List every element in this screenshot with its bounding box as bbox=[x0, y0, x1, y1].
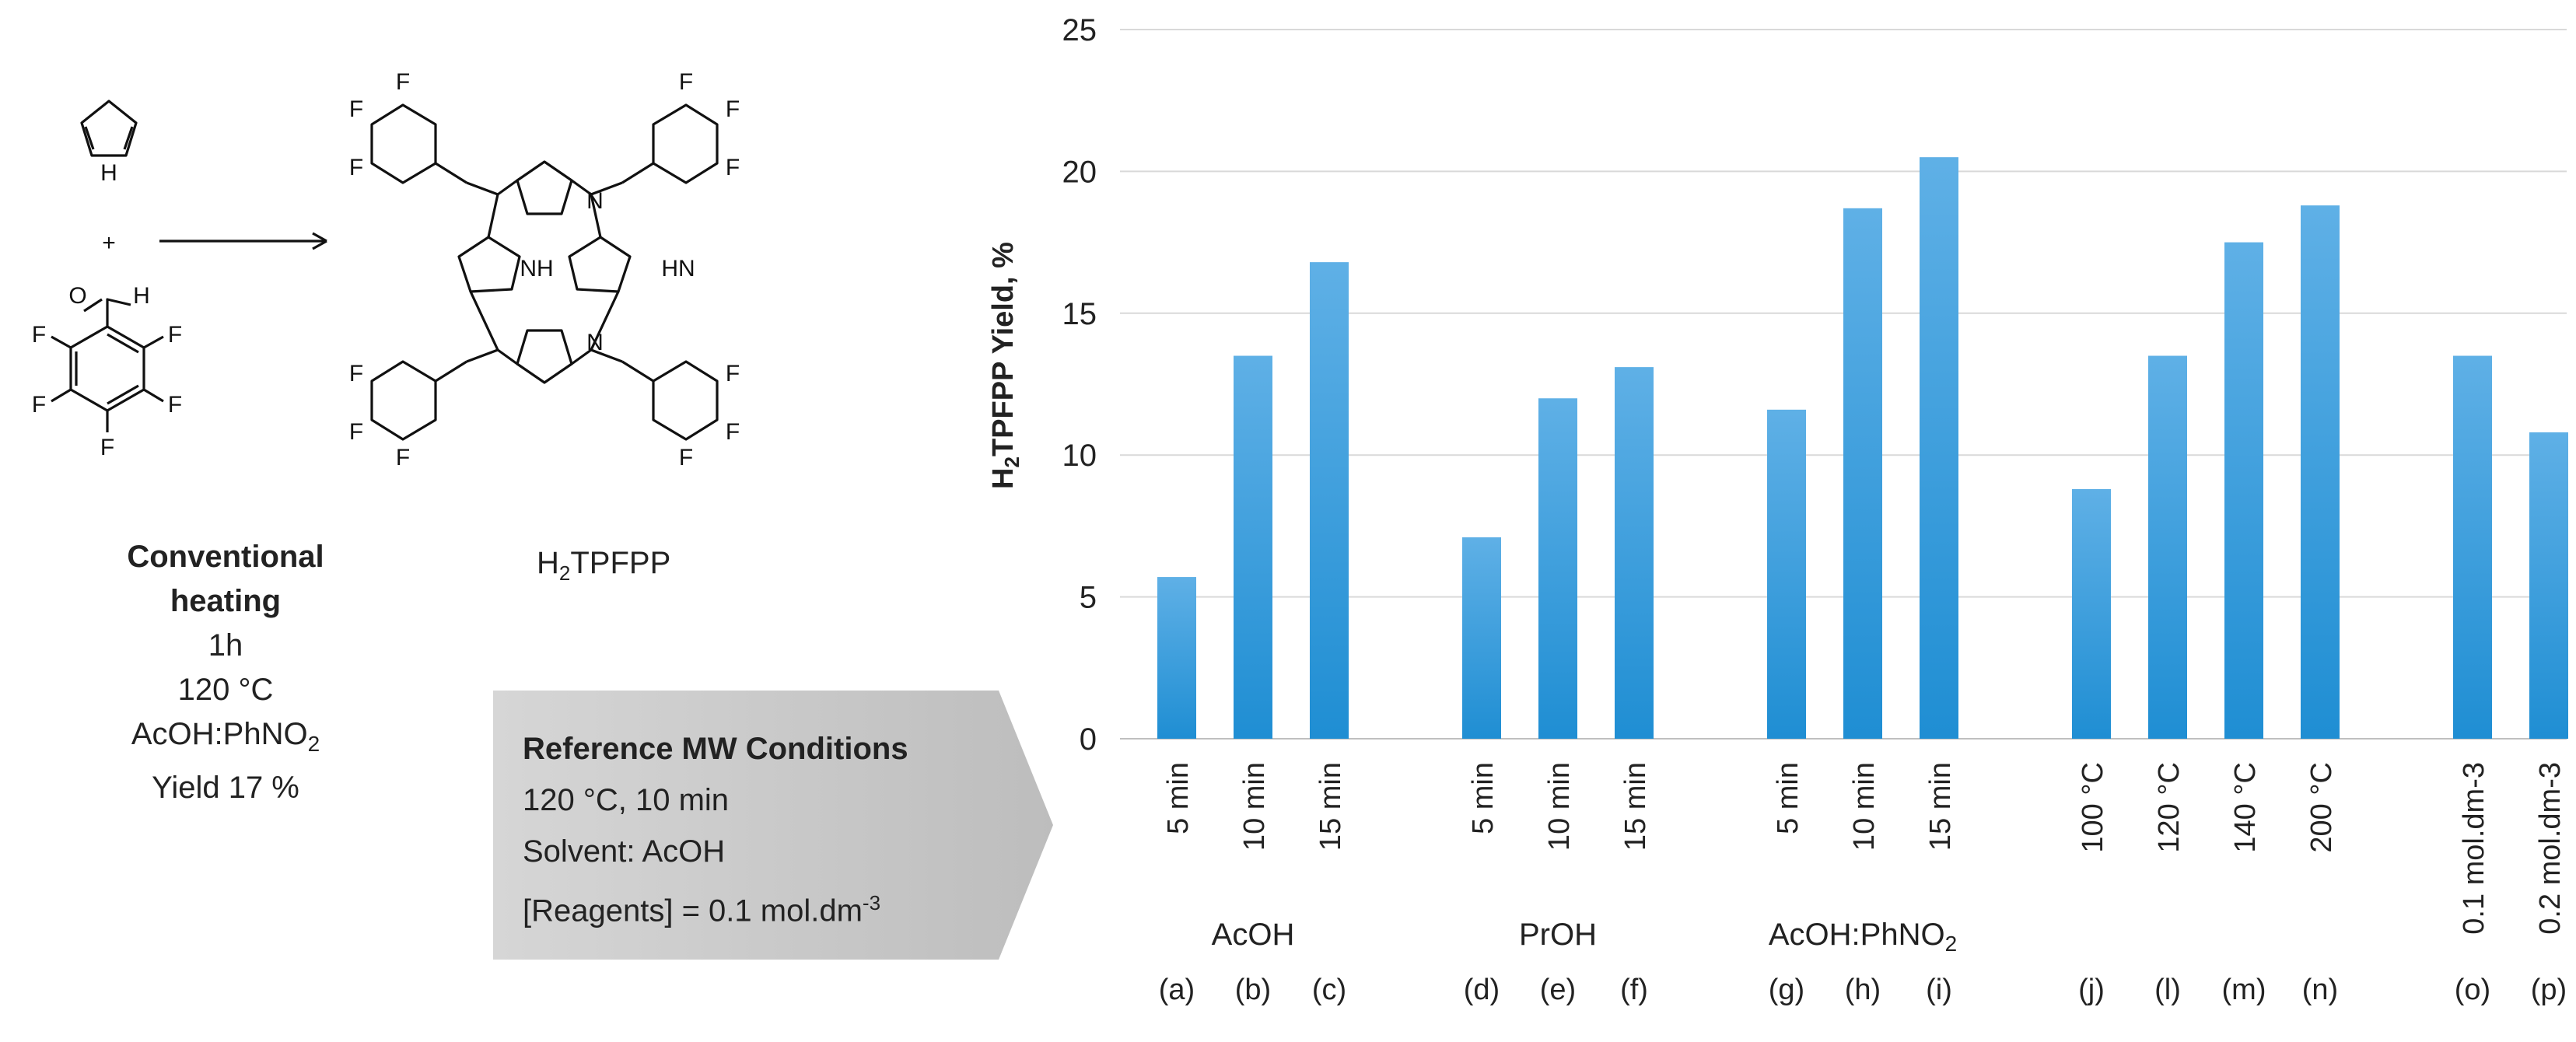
x-tick-label: 100 °C bbox=[2077, 762, 2109, 853]
fluorine-label: F bbox=[349, 96, 363, 122]
fluorine-label: F bbox=[168, 322, 182, 348]
porphyrin-n-label: N bbox=[586, 188, 604, 214]
bar bbox=[1157, 577, 1196, 739]
bar bbox=[1920, 157, 1958, 739]
x-tick-label: 15 min bbox=[1924, 762, 1957, 851]
bar-letter-label: (o) bbox=[2455, 974, 2490, 1006]
reference-concentration: [Reagents] = 0.1 mol.dm-3 bbox=[523, 891, 881, 928]
fluorine-label: F bbox=[726, 419, 740, 445]
fluorine-label: F bbox=[349, 419, 363, 445]
bar-letter-label: (j) bbox=[2078, 974, 2105, 1006]
pyrrole-nh-label: H bbox=[100, 160, 117, 186]
x-tick-label: 200 °C bbox=[2305, 762, 2338, 853]
bar-letter-label: (a) bbox=[1159, 974, 1195, 1006]
bar-letter-label: (m) bbox=[2222, 974, 2266, 1006]
bar-letter-label: (l) bbox=[2154, 974, 2181, 1006]
reference-conditions-box: Reference MW Conditions 120 °C, 10 min S… bbox=[493, 691, 1053, 960]
conventional-title-line1: Conventional bbox=[127, 540, 324, 574]
x-tick-label: 10 min bbox=[1848, 762, 1881, 851]
bar bbox=[1538, 398, 1577, 739]
y-tick-label: 0 bbox=[1080, 722, 1097, 757]
reference-title: Reference MW Conditions bbox=[523, 732, 908, 766]
porphyrin-structure bbox=[370, 103, 719, 441]
bar bbox=[1843, 208, 1882, 740]
x-tick-label: 0.2 mol.dm-3 bbox=[2534, 762, 2567, 935]
bar bbox=[2148, 355, 2187, 739]
group-label: PrOH bbox=[1519, 918, 1597, 952]
x-tick-label: 10 min bbox=[1543, 762, 1576, 851]
fluorine-label: F bbox=[396, 69, 410, 95]
pentafluorobenzaldehyde-structure bbox=[51, 298, 164, 432]
porphyrin-nh-label: NH bbox=[520, 256, 553, 281]
y-tick-label: 25 bbox=[1062, 13, 1097, 47]
y-axis-label: H2TPFPP Yield, % bbox=[987, 242, 1024, 489]
bar bbox=[2224, 242, 2263, 740]
bar-letter-label: (i) bbox=[1926, 974, 1952, 1006]
aldehyde-o-label: O bbox=[68, 283, 86, 309]
group-label: AcOH bbox=[1212, 918, 1295, 952]
x-tick-label: 140 °C bbox=[2229, 762, 2262, 853]
bar-letter-label: (n) bbox=[2302, 974, 2338, 1006]
bar bbox=[1767, 409, 1806, 739]
x-tick-label: 120 °C bbox=[2153, 762, 2186, 853]
fluorine-label: F bbox=[100, 435, 114, 460]
bar-letter-label: (f) bbox=[1620, 974, 1648, 1006]
conventional-yield: Yield 17 % bbox=[152, 771, 299, 805]
bar-letter-label: (d) bbox=[1464, 974, 1500, 1006]
yield-bar-chart: 0 5 10 15 20 25 5 min (a) 10 min (b) 15 min (c) 5 mi… bbox=[987, 13, 2568, 1006]
group-label: AcOH:PhNO2 bbox=[1769, 918, 1957, 956]
fluorine-label: F bbox=[349, 155, 363, 180]
fluorine-label: F bbox=[726, 155, 740, 180]
bar bbox=[1234, 355, 1272, 739]
x-tick-label: 15 min bbox=[1314, 762, 1347, 851]
fluorine-label: F bbox=[349, 361, 363, 386]
bar-letter-label: (e) bbox=[1540, 974, 1576, 1006]
reference-arrow-shape bbox=[493, 691, 1053, 960]
x-tick-label: 5 min bbox=[1772, 762, 1804, 834]
conventional-time: 1h bbox=[208, 628, 243, 663]
reference-solvent: Solvent: AcOH bbox=[523, 834, 726, 869]
x-tick-label: 5 min bbox=[1467, 762, 1500, 834]
x-tick-label: 5 min bbox=[1162, 762, 1195, 834]
bar bbox=[2072, 488, 2111, 739]
bar-letter-label: (b) bbox=[1235, 974, 1271, 1006]
fluorine-label: F bbox=[32, 392, 46, 418]
reaction-scheme: H + O H F F F F F N N NH HN F F F F F F … bbox=[32, 69, 740, 470]
conventional-solvent: AcOH:PhNO2 bbox=[131, 717, 320, 756]
pyrrole-structure bbox=[80, 100, 138, 157]
bar-letter-label: (g) bbox=[1769, 974, 1804, 1006]
porphyrin-hn-label: HN bbox=[661, 256, 695, 281]
bar bbox=[1615, 367, 1654, 739]
product-label: H2TPFPP bbox=[537, 546, 671, 585]
conventional-title-line2: heating bbox=[170, 584, 282, 618]
y-tick-label: 5 bbox=[1080, 581, 1097, 615]
reference-temp-time: 120 °C, 10 min bbox=[523, 783, 730, 817]
fluorine-label: F bbox=[168, 392, 182, 418]
bar bbox=[2453, 355, 2492, 739]
y-tick-label: 20 bbox=[1062, 155, 1097, 189]
bar bbox=[2529, 432, 2568, 739]
bar bbox=[1462, 537, 1501, 739]
bar bbox=[2301, 205, 2340, 739]
conventional-conditions: Conventional heating 1h 120 °C AcOH:PhNO… bbox=[117, 535, 334, 810]
bar-letter-label: (c) bbox=[1312, 974, 1346, 1006]
y-tick-label: 10 bbox=[1062, 439, 1097, 473]
porphyrin-n-label: N bbox=[586, 330, 604, 355]
fluorine-label: F bbox=[726, 96, 740, 122]
aldehyde-h-label: H bbox=[133, 283, 150, 309]
x-tick-label: 10 min bbox=[1238, 762, 1271, 851]
conventional-temperature: 120 °C bbox=[177, 673, 274, 707]
plus-sign: + bbox=[102, 230, 116, 256]
x-tick-label: 15 min bbox=[1619, 762, 1652, 851]
fluorine-label: F bbox=[679, 445, 693, 470]
fluorine-label: F bbox=[396, 445, 410, 470]
bar bbox=[1310, 262, 1349, 739]
fluorine-label: F bbox=[726, 361, 740, 386]
y-tick-label: 15 bbox=[1062, 297, 1097, 331]
bar-letter-label: (h) bbox=[1845, 974, 1881, 1006]
x-tick-label: 0.1 mol.dm-3 bbox=[2458, 762, 2490, 935]
fluorine-label: F bbox=[679, 69, 693, 95]
bar-letter-label: (p) bbox=[2531, 974, 2567, 1006]
fluorine-label: F bbox=[32, 322, 46, 348]
